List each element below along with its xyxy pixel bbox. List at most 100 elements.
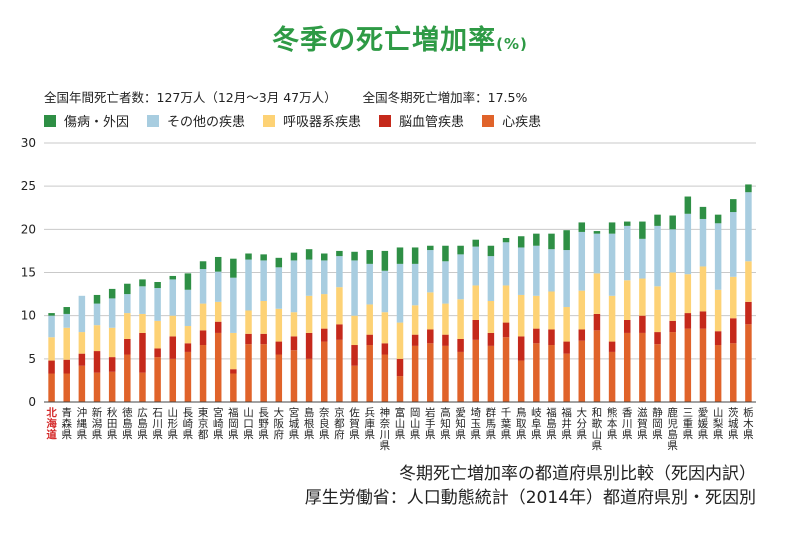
bar-segment	[578, 290, 586, 330]
bar-segment	[730, 318, 737, 344]
bar-segment	[684, 328, 692, 402]
winter-increase-text: 全国冬期死亡増加率：17.5%	[362, 90, 528, 105]
bar-segment	[230, 369, 237, 374]
x-tick-label: 北海道	[46, 406, 57, 441]
bar-segment	[548, 249, 555, 292]
bar-segment	[457, 351, 464, 402]
legend-label-other: その他の疾患	[167, 115, 246, 130]
bar-segment	[623, 221, 631, 226]
x-tick-label: 島根県	[304, 406, 315, 441]
bar-segment	[487, 245, 495, 257]
bar-segment	[487, 300, 495, 333]
bar-segment	[608, 295, 616, 342]
bar-segment	[517, 247, 525, 295]
legend-label-heart: 心疾患	[502, 115, 542, 130]
bar-segment	[472, 319, 479, 340]
x-tick-label: 東京都	[198, 406, 209, 441]
bar-segment	[321, 253, 328, 261]
y-tick-label: 15	[21, 266, 36, 280]
bar-segment	[305, 295, 313, 333]
bar-segment	[684, 196, 692, 214]
bar-segment	[533, 328, 540, 344]
y-tick-label: 20	[21, 222, 36, 236]
bar-segment	[699, 328, 707, 402]
bar-segment	[548, 329, 555, 346]
x-tick-label: 愛媛県	[698, 406, 709, 441]
bar-segment	[472, 285, 479, 320]
chart-title-text: 冬季の死亡増加率	[272, 25, 497, 56]
bar-segment	[245, 310, 252, 334]
bar-segment	[578, 222, 586, 232]
bar-segment	[305, 259, 313, 296]
bar-segment	[442, 303, 449, 335]
bar-segment	[48, 337, 55, 361]
bar-segment	[654, 332, 661, 345]
bar-segment	[608, 341, 616, 352]
bar-segment	[730, 343, 737, 402]
x-tick-label: 愛知県	[455, 406, 466, 441]
x-tick-label: 岩手県	[425, 406, 436, 441]
bar-segment	[108, 371, 116, 402]
bar-segment	[78, 332, 86, 354]
bar-segment	[472, 239, 479, 247]
bar-segment	[199, 269, 207, 304]
bar-segment	[411, 263, 419, 306]
bar-segment	[245, 259, 252, 311]
bar-segment	[699, 218, 707, 267]
bar-segment	[93, 325, 101, 352]
bar-segment	[548, 291, 555, 330]
chart-title-unit: (%)	[496, 35, 528, 53]
bar-segment	[93, 372, 101, 402]
bar-segment	[714, 331, 722, 346]
bar-segment	[336, 287, 343, 325]
bar-segment	[427, 329, 434, 344]
bar-segment	[411, 305, 419, 335]
bar-segment	[290, 252, 298, 261]
bar-segment	[78, 353, 86, 366]
bar-segment	[396, 322, 404, 359]
bar-segment	[108, 327, 116, 358]
x-tick-label: 香川県	[622, 407, 633, 441]
bar-segment	[699, 206, 707, 219]
x-tick-label: 長崎県	[183, 407, 194, 441]
x-tick-label: 石川県	[152, 407, 163, 441]
y-tick-label: 25	[21, 179, 36, 193]
bar-segment	[63, 313, 70, 328]
bar-segment	[745, 261, 752, 302]
bar-segment	[275, 341, 283, 355]
bar-segment	[290, 312, 298, 337]
bar-segment	[260, 260, 267, 301]
bar-segment	[260, 344, 267, 402]
bar-segment	[321, 294, 328, 329]
bar-segment	[442, 245, 449, 262]
x-tick-label: 岡山県	[410, 407, 421, 441]
bar-segment	[78, 365, 86, 402]
bar-segment	[275, 257, 283, 268]
bar-segment	[260, 333, 267, 345]
bar-segment	[533, 233, 540, 246]
bar-segment	[669, 272, 676, 321]
bar-segment	[381, 270, 389, 313]
legend-label-injury: 傷病・外因	[64, 115, 130, 130]
bar-segment	[457, 254, 464, 300]
bar-segment	[93, 303, 101, 326]
bar-segment	[730, 212, 737, 277]
legend-swatch-respiratory	[263, 114, 276, 127]
bar-segment	[290, 260, 298, 313]
x-tick-label: 新潟県	[92, 406, 103, 441]
x-tick-label: 富山県	[395, 406, 406, 441]
x-tick-label: 秋田県	[107, 406, 118, 441]
bar-segment	[563, 341, 570, 354]
bar-segment	[124, 338, 131, 355]
legend-item-cerebrovascular: 脳血管疾患	[379, 111, 464, 130]
chart-title: 冬季の死亡増加率(%)	[0, 18, 800, 57]
bar-segment	[396, 376, 404, 402]
annual-deaths-text: 全国年間死亡者数：127万人（12月〜3月 47万人）	[44, 90, 337, 105]
bar-segment	[669, 215, 676, 230]
legend-swatch-other	[147, 114, 160, 127]
bar-segment	[684, 313, 692, 329]
bar-segment	[714, 214, 722, 224]
bar-segment	[381, 250, 389, 271]
bar-segment	[578, 340, 586, 402]
bar-segment	[184, 273, 192, 290]
